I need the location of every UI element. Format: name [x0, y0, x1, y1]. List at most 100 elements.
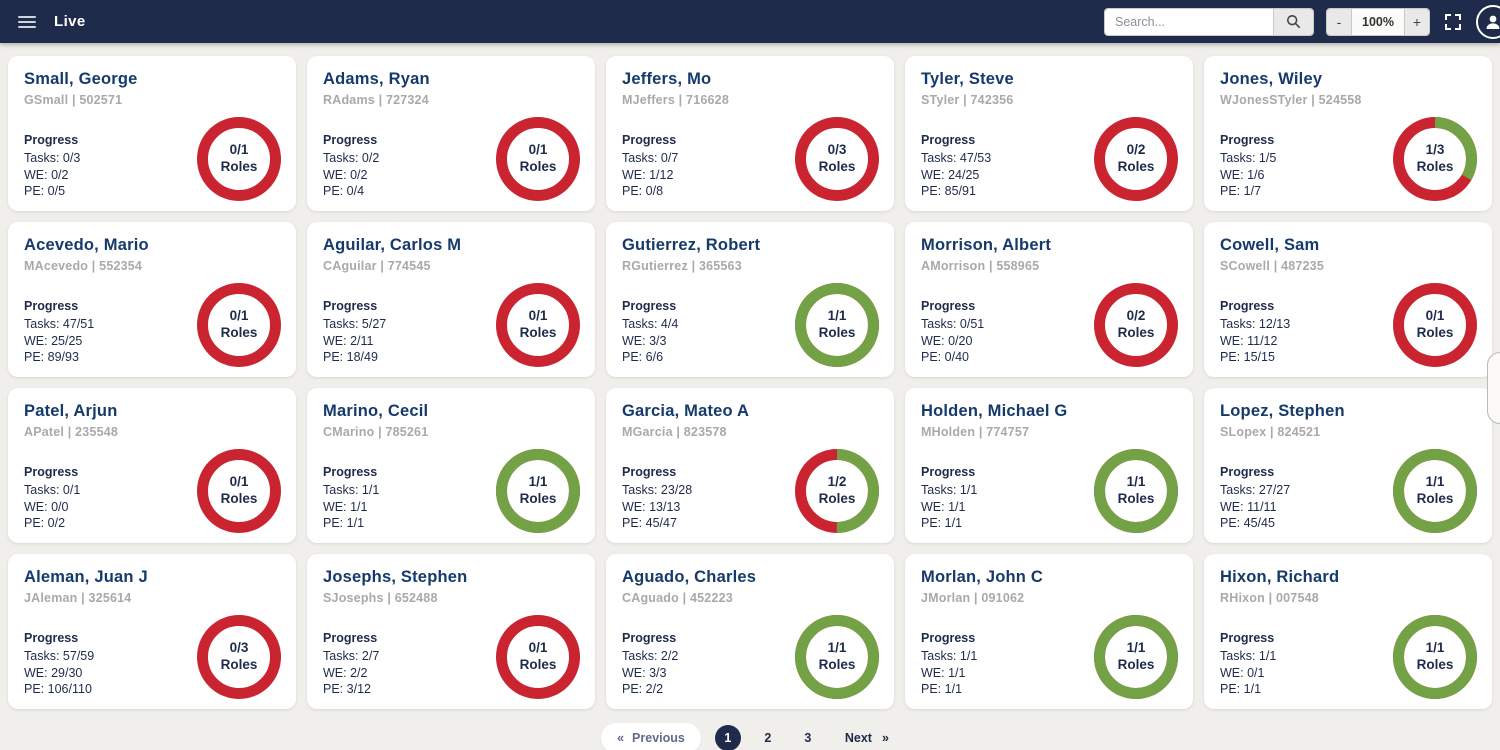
roles-ring-progress [1393, 117, 1477, 201]
pe-value: 0/2 [47, 515, 66, 530]
pe-line: PE: 1/1 [921, 681, 963, 696]
pe-line: PE: 0/8 [622, 183, 664, 198]
person-card[interactable]: Morrison, Albert AMorrison | 558965 Prog… [905, 222, 1193, 377]
fullscreen-icon [1445, 13, 1461, 30]
zoom-out-button[interactable]: - [1327, 8, 1351, 35]
roles-label: Roles [818, 159, 856, 174]
person-card[interactable]: Hixon, Richard RHixon | 007548 Progress … [1204, 554, 1492, 709]
pe-value: 45/47 [645, 515, 677, 530]
person-handle: SCowell | 487235 [1220, 259, 1324, 273]
roles-label: Roles [1416, 657, 1454, 672]
pe-value: 106/110 [47, 681, 92, 696]
progress-label: Progress [622, 133, 677, 147]
we-value: 1/1 [948, 499, 966, 514]
roles-value: 1/1 [528, 474, 548, 490]
person-card[interactable]: Adams, Ryan RAdams | 727324 Progress Tas… [307, 56, 595, 211]
pe-line: PE: 45/45 [1220, 515, 1275, 530]
tasks-value: 12/13 [1258, 317, 1291, 332]
we-line: WE: 25/25 [24, 333, 83, 348]
pe-line: PE: 1/1 [921, 515, 963, 530]
person-handle: SLopex | 824521 [1220, 425, 1321, 439]
zoom-in-button[interactable]: + [1405, 8, 1429, 35]
tasks-value: 0/3 [62, 151, 81, 166]
person-card[interactable]: Aleman, Juan J JAleman | 325614 Progress… [8, 554, 296, 709]
we-line: WE: 0/1 [1220, 665, 1265, 680]
roles-label: Roles [1416, 159, 1454, 174]
roles-donut-chart: 1/1 Roles [1393, 615, 1477, 699]
we-line: WE: 0/0 [24, 499, 69, 514]
we-line: WE: 13/13 [622, 499, 681, 514]
user-avatar-button[interactable] [1476, 4, 1500, 39]
page-number-3[interactable]: 3 [795, 725, 821, 750]
pe-line: PE: 0/2 [24, 515, 66, 530]
person-card[interactable]: Small, George GSmall | 502571 Progress T… [8, 56, 296, 211]
we-line: WE: 1/6 [1220, 167, 1265, 182]
person-card[interactable]: Holden, Michael G MHolden | 774757 Progr… [905, 388, 1193, 543]
tasks-line: Tasks: 57/59 [24, 649, 95, 664]
progress-block: Progress Tasks: 1/1 WE: 1/1 PE: 1/1 [921, 464, 977, 531]
page-number-1[interactable]: 1 [714, 725, 741, 750]
roles-donut-chart: 1/1 Roles [795, 283, 879, 367]
page-number-2[interactable]: 2 [755, 725, 781, 750]
person-name: Patel, Arjun [24, 402, 118, 420]
we-line: WE: 3/3 [622, 665, 667, 680]
progress-label: Progress [323, 133, 378, 147]
side-panel-handle[interactable] [1487, 352, 1500, 424]
we-line: WE: 1/1 [921, 665, 966, 680]
tasks-value: 2/2 [660, 649, 679, 664]
search-input[interactable] [1105, 8, 1273, 35]
tasks-line: Tasks: 1/1 [921, 483, 978, 498]
fullscreen-button[interactable] [1442, 11, 1464, 33]
person-card[interactable]: Patel, Arjun APatel | 235548 Progress Ta… [8, 388, 296, 543]
user-icon [1486, 15, 1500, 29]
person-card[interactable]: Josephs, Stephen SJosephs | 652488 Progr… [307, 554, 595, 709]
roles-value: 0/3 [229, 640, 249, 656]
pe-value: 3/12 [346, 681, 371, 696]
we-value: 0/20 [948, 333, 973, 348]
pe-value: 0/5 [47, 183, 66, 198]
person-card[interactable]: Morlan, John C JMorlan | 091062 Progress… [905, 554, 1193, 709]
previous-page-button[interactable]: « Previous [601, 723, 701, 750]
roles-ring-remaining [1393, 283, 1477, 367]
person-card[interactable]: Jones, Wiley WJonesSTyler | 524558 Progr… [1204, 56, 1492, 211]
person-name: Aleman, Juan J [24, 568, 148, 586]
search-button[interactable] [1273, 8, 1313, 35]
person-card[interactable]: Cowell, Sam SCowell | 487235 Progress Ta… [1204, 222, 1492, 377]
person-handle: CAguado | 452223 [622, 591, 733, 605]
person-card[interactable]: Jeffers, Mo MJeffers | 716628 Progress T… [606, 56, 894, 211]
next-page-button[interactable]: Next » [835, 723, 899, 750]
progress-block: Progress Tasks: 1/1 WE: 0/1 PE: 1/1 [1220, 630, 1276, 697]
person-name: Aguilar, Carlos M [323, 236, 462, 254]
person-handle: JAleman | 325614 [24, 591, 132, 605]
person-card[interactable]: Acevedo, Mario MAcevedo | 552354 Progres… [8, 222, 296, 377]
roles-value: 1/1 [827, 640, 847, 656]
person-name: Hixon, Richard [1220, 568, 1340, 586]
person-card[interactable]: Gutierrez, Robert RGutierrez | 365563 Pr… [606, 222, 894, 377]
we-value: 13/13 [649, 499, 681, 514]
tasks-value: 0/51 [959, 317, 985, 332]
tasks-line: Tasks: 1/1 [921, 649, 978, 664]
progress-block: Progress Tasks: 23/28 WE: 13/13 PE: 45/4… [622, 464, 692, 531]
roles-value: 0/1 [528, 142, 548, 158]
person-card[interactable]: Garcia, Mateo A MGarcia | 823578 Progres… [606, 388, 894, 543]
progress-label: Progress [323, 631, 378, 645]
pe-line: PE: 1/1 [323, 515, 365, 530]
pe-line: PE: 2/2 [622, 681, 664, 696]
person-card[interactable]: Tyler, Steve STyler | 742356 Progress Ta… [905, 56, 1193, 211]
tasks-line: Tasks: 2/7 [323, 649, 380, 664]
tasks-value: 23/28 [660, 483, 693, 498]
pe-line: PE: 0/5 [24, 183, 66, 198]
person-card[interactable]: Aguado, Charles CAguado | 452223 Progres… [606, 554, 894, 709]
menu-icon[interactable] [18, 15, 36, 28]
person-card[interactable]: Marino, Cecil CMarino | 785261 Progress … [307, 388, 595, 543]
roles-label: Roles [818, 491, 856, 506]
person-card[interactable]: Aguilar, Carlos M CAguilar | 774545 Prog… [307, 222, 595, 377]
we-value: 1/12 [649, 167, 674, 182]
person-card[interactable]: Lopez, Stephen SLopex | 824521 Progress … [1204, 388, 1492, 543]
tasks-value: 1/1 [959, 649, 978, 664]
we-line: WE: 0/20 [921, 333, 973, 348]
tasks-line: Tasks: 0/2 [323, 151, 380, 166]
person-name: Adams, Ryan [323, 70, 430, 88]
progress-block: Progress Tasks: 0/3 WE: 0/2 PE: 0/5 [24, 132, 80, 199]
